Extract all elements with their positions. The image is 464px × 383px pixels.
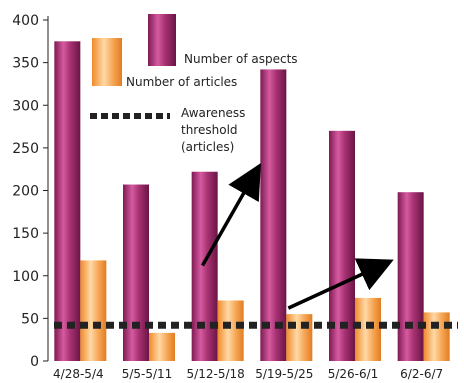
annotation-arrow-1 xyxy=(287,258,394,310)
legend-threshold-line-1: threshold xyxy=(181,123,238,137)
bar-articles-3 xyxy=(286,314,313,361)
y-tick-label: 300 xyxy=(12,98,39,114)
x-tick-label: 5/26-6/1 xyxy=(328,367,379,381)
annotation-arrow-0 xyxy=(200,162,261,267)
legend-threshold-line-2: (articles) xyxy=(181,140,234,154)
legend-threshold-line-0: Awareness xyxy=(181,106,245,120)
legend-label-articles: Number of articles xyxy=(126,75,237,89)
y-tick-label: 150 xyxy=(12,226,39,242)
y-tick-label: 250 xyxy=(12,141,39,157)
legend-swatch-aspects xyxy=(148,14,176,66)
bar-articles-2 xyxy=(217,300,244,361)
bar-aspects-2 xyxy=(191,171,218,361)
y-tick-label: 400 xyxy=(12,13,39,29)
y-tick-label: 0 xyxy=(30,354,39,370)
bars xyxy=(54,41,450,361)
legend-swatch-articles xyxy=(92,38,122,86)
y-axis: 0 50 100 150 200 250 300 350 400 xyxy=(12,13,49,370)
legend-label-aspects: Number of aspects xyxy=(184,52,298,66)
x-tick-label: 5/5-5/11 xyxy=(122,367,173,381)
bar-aspects-3 xyxy=(260,69,287,361)
bar-articles-1 xyxy=(149,332,175,361)
y-tick-label: 200 xyxy=(12,184,39,200)
y-tick-label: 100 xyxy=(12,269,39,285)
bar-articles-0 xyxy=(80,260,107,361)
legend-label-threshold: Awareness threshold (articles) xyxy=(181,106,245,154)
y-tick-label: 50 xyxy=(21,311,39,327)
bar-articles-5 xyxy=(423,312,450,361)
bar-articles-4 xyxy=(355,297,381,361)
annotations xyxy=(200,162,394,310)
x-tick-label: 5/12-5/18 xyxy=(187,367,245,381)
legend: Number of aspects Number of articles Awa… xyxy=(90,14,298,154)
x-tick-label: 4/28-5/4 xyxy=(53,367,104,381)
x-axis-labels: 4/28-5/4 5/5-5/11 5/12-5/18 5/19-5/25 5/26-6… xyxy=(53,367,443,381)
bar-aspects-5 xyxy=(397,192,424,361)
x-tick-label: 6/2-6/7 xyxy=(400,367,443,381)
bar-aspects-1 xyxy=(123,184,149,361)
bar-aspects-0 xyxy=(54,41,81,361)
x-tick-label: 5/19-5/25 xyxy=(255,367,313,381)
y-tick-label: 350 xyxy=(12,56,39,72)
